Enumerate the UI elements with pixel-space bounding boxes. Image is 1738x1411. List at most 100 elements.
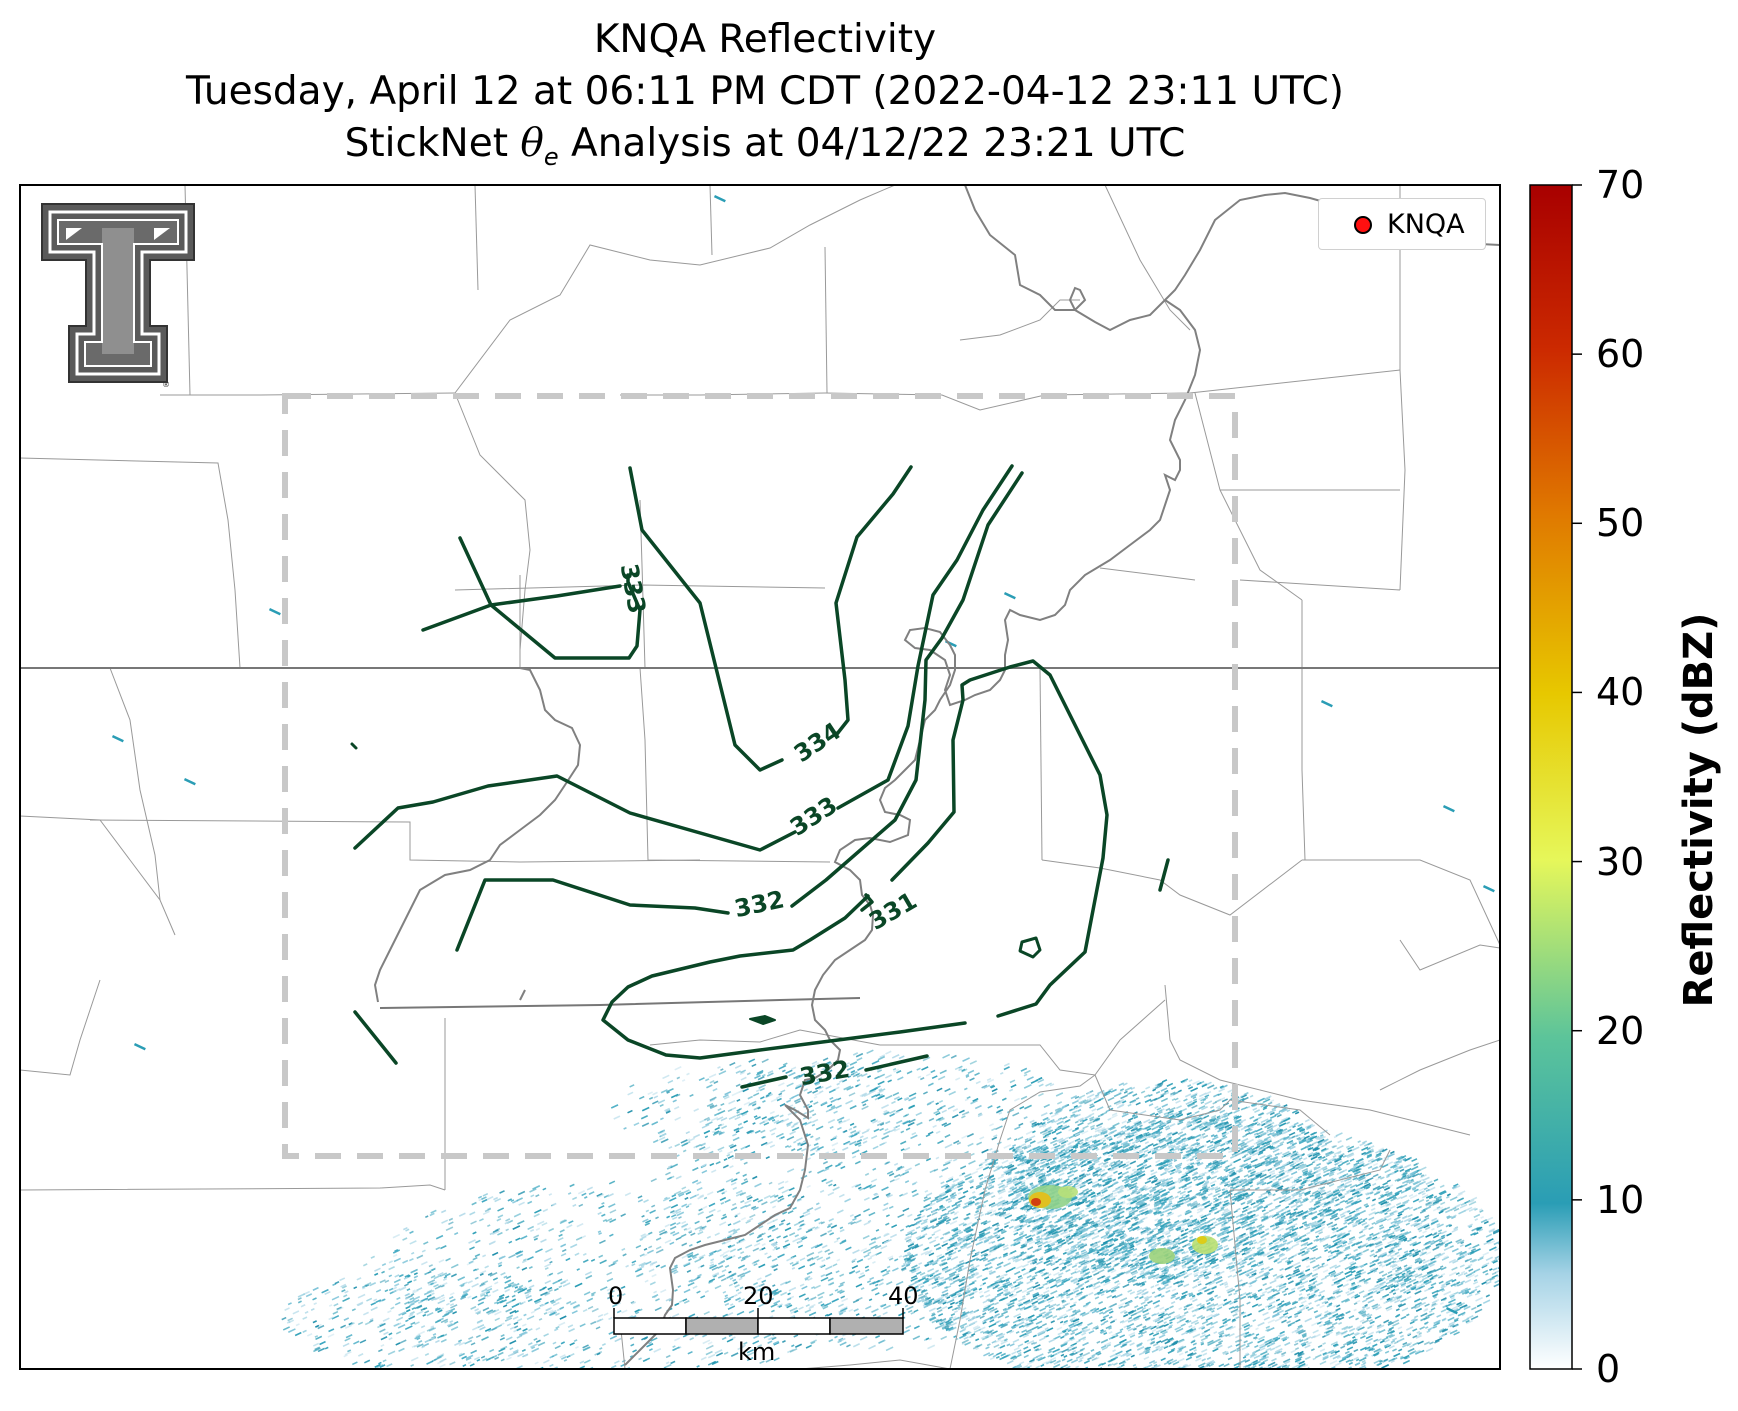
echo-cell (1015, 1353, 1022, 1359)
echo-cell (1228, 1332, 1235, 1338)
echo-cell (1400, 1315, 1407, 1320)
echo-cell (1193, 1160, 1200, 1166)
echo-cell (1454, 1319, 1459, 1323)
echo-cell (1425, 1347, 1434, 1353)
echo-cell (1332, 1277, 1338, 1282)
echo-cell (1003, 1291, 1011, 1296)
echo-cell (1277, 1302, 1283, 1306)
echo-cell (1257, 1303, 1263, 1307)
echo-cell (942, 1292, 949, 1297)
echo-cell (1114, 1280, 1120, 1284)
echo-cell (1290, 1170, 1298, 1176)
echo-cell (1306, 1247, 1312, 1251)
echo-cell (1363, 1203, 1369, 1207)
echo-cell (1083, 1255, 1090, 1260)
echo-cell (1471, 1226, 1479, 1232)
echo-cell (1285, 1248, 1291, 1252)
echo-cell (966, 1212, 971, 1217)
echo-cell (1294, 1390, 1299, 1394)
echo-cell (1013, 1324, 1017, 1327)
echo-cell (1464, 1242, 1472, 1248)
echo-cell (1464, 1265, 1471, 1270)
echo-cell (1431, 1302, 1437, 1307)
echo-cell (1267, 1192, 1272, 1196)
echo-cell (1299, 1381, 1304, 1385)
echo-cell (1312, 1357, 1317, 1361)
echo-cell (1271, 1357, 1277, 1362)
echo-cell (1050, 1290, 1058, 1295)
echo-cell (1316, 1303, 1320, 1307)
echo-cell (1246, 1341, 1254, 1346)
echo-cell (1310, 1348, 1315, 1352)
echo-cell (1200, 1316, 1206, 1320)
echo-cell (1151, 1227, 1158, 1232)
echo-cell (1430, 1282, 1437, 1287)
echo-cell (1308, 1302, 1312, 1305)
echo-cell (1313, 1310, 1319, 1314)
echo-cell (965, 1228, 973, 1233)
echo-cell (1196, 1142, 1200, 1146)
echo-cell (1070, 1331, 1076, 1336)
echo-cell (1400, 1298, 1407, 1303)
echo-cell (1202, 1352, 1208, 1356)
echo-cell (1160, 1294, 1165, 1298)
echo-cell (1202, 1372, 1206, 1375)
echo-cell (1234, 1288, 1242, 1293)
echo-cell (1119, 1320, 1125, 1324)
echo-cell (937, 1272, 943, 1276)
echo-cell (1348, 1361, 1353, 1366)
echo-cell (1372, 1343, 1378, 1348)
echo-cell (979, 1179, 987, 1185)
echo-cell (1340, 1345, 1346, 1349)
echo-cell (1123, 1303, 1130, 1308)
echo-cell (1163, 1315, 1172, 1321)
echo-cell (1340, 1179, 1344, 1183)
echo-cell (1232, 1186, 1238, 1190)
echo-cell (1331, 1310, 1338, 1314)
echo-cell (1087, 1322, 1093, 1326)
echo-cell (1027, 1259, 1033, 1264)
echo-cell (1310, 1282, 1314, 1286)
echo-cell (1088, 1291, 1094, 1296)
echo-cell (1239, 1292, 1247, 1297)
echo-cell (1117, 1139, 1122, 1143)
echo-cell (953, 1310, 959, 1314)
echo-cell (1383, 1300, 1389, 1305)
echo-cell (1186, 1272, 1193, 1277)
echo-cell (1327, 1370, 1332, 1373)
echo-cell (1313, 1280, 1318, 1284)
echo-cell (1123, 1313, 1129, 1318)
echo-cell (1012, 1356, 1018, 1361)
echo-cell (1291, 1225, 1296, 1229)
echo-cell (971, 1190, 976, 1194)
echo-cell (1339, 1168, 1348, 1174)
echo-cell (927, 1236, 933, 1240)
echo-cell (1146, 1307, 1152, 1311)
echo-cell (1223, 1363, 1230, 1368)
echo-cell (1219, 1219, 1227, 1225)
echo-cell (959, 1239, 967, 1244)
echo-cell (1428, 1310, 1433, 1313)
echo-cell (1415, 1307, 1423, 1312)
echo-cell (938, 1323, 945, 1328)
echo-cell (1343, 1325, 1351, 1331)
echo-cell (1106, 1174, 1113, 1179)
echo-cell (1203, 1270, 1207, 1274)
echo-cell (1135, 1200, 1142, 1205)
echo-cell (1038, 1337, 1046, 1342)
echo-cell (1186, 1162, 1193, 1166)
echo-cell (1277, 1260, 1283, 1264)
echo-cell (1334, 1217, 1340, 1221)
echo-cell (1419, 1209, 1427, 1214)
echo-cell (1282, 1239, 1288, 1243)
echo-cell (1314, 1382, 1321, 1386)
echo-cell (1410, 1165, 1419, 1171)
echo-cell (1420, 1296, 1428, 1301)
echo-cell (1127, 1277, 1134, 1282)
echo-cell (1336, 1145, 1344, 1150)
echo-cell (1002, 1206, 1011, 1212)
echo-cell (1099, 1311, 1104, 1315)
echo-cell (1032, 1283, 1041, 1289)
echo-cell (1304, 1226, 1311, 1231)
